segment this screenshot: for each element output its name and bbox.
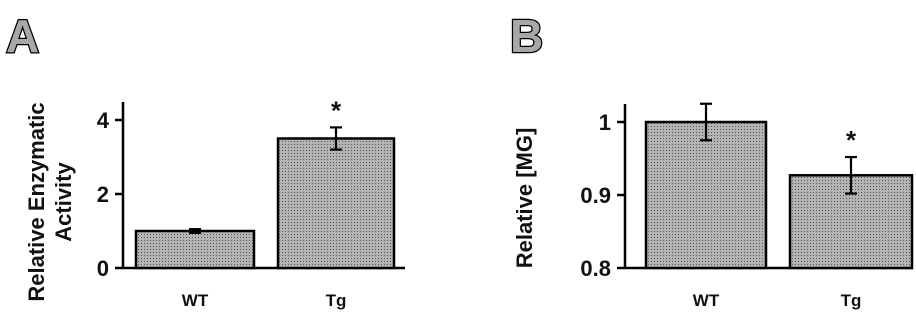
panel-b-bar-wt	[644, 120, 768, 270]
panel-b-ylabel: Relative [MG]	[512, 128, 537, 269]
panel-a-ylabel-line-1: Relative Enzymatic	[24, 102, 49, 301]
panel-b-ytick-label: 0.9	[580, 183, 611, 208]
panel-a-label: A	[6, 10, 39, 62]
panel-a-bar-wt	[134, 229, 256, 270]
panel-a-category-label: WT	[182, 291, 209, 310]
panel-a-category-label: Tg	[326, 291, 347, 310]
panel-b-ytick-label: 0.8	[580, 256, 611, 281]
panel-a-significance-star: *	[331, 95, 342, 125]
panel-b: B Relative [MG] 0.8 0.9 1 WT * Tg	[509, 9, 914, 310]
panel-a-ytick-label: 0	[97, 256, 109, 281]
panel-b-significance-star: *	[846, 125, 857, 155]
panel-a: A Relative Enzymatic Activity 0 2 4 WT * Tg	[5, 9, 405, 310]
panel-a-ylabel-line-2: Activity	[51, 162, 76, 242]
panel-b-ytick-label: 1	[599, 110, 611, 135]
panel-a-ytick-label: 2	[97, 182, 109, 207]
panel-a-bar-tg	[276, 137, 396, 270]
panel-a-plot: 0 2 4 WT * Tg	[97, 95, 405, 310]
panel-b-category-label: WT	[693, 291, 720, 310]
panel-b-category-label: Tg	[841, 291, 862, 310]
panel-a-ytick-label: 4	[97, 108, 110, 133]
panel-b-label: B	[510, 10, 543, 62]
panel-b-plot: 0.8 0.9 1 WT * Tg	[580, 102, 914, 310]
